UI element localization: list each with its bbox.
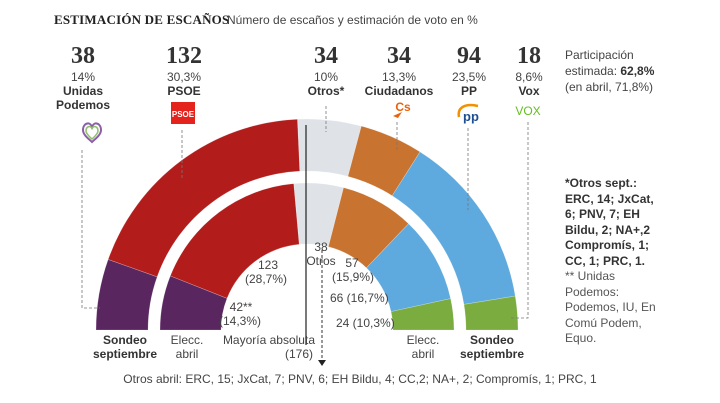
cs-logo-icon: Cs xyxy=(393,100,411,118)
inner-label-psoe: (28,7%) xyxy=(245,272,287,286)
party-seats: 18 xyxy=(517,43,541,69)
party-name: Unidas xyxy=(62,84,103,98)
party-pct: 14% xyxy=(70,70,96,84)
inner-label-up: (14,3%) xyxy=(219,314,261,328)
party-pct: 30,3% xyxy=(166,70,202,84)
chart-subtitle: Número de escaños y estimación de voto e… xyxy=(227,13,478,27)
party-header-ciudadanos: 34 13,3% Ciudadanos xyxy=(354,44,444,98)
party-seats: 34 xyxy=(387,43,411,69)
majority-label: (176) xyxy=(285,347,313,361)
arc-inner-unidas-podemos xyxy=(159,275,228,331)
note-line: Podemos: xyxy=(565,284,620,299)
inner-label-pp: 66 (16,7%) xyxy=(330,291,389,305)
majority-label: Mayoría absoluta xyxy=(223,333,315,347)
psoe-logo-text: PSOE xyxy=(172,110,195,119)
arc-outer-psoe xyxy=(107,118,301,278)
vox-logo-text: VOX xyxy=(515,104,540,118)
guide-line xyxy=(510,122,529,319)
arc-inner-pp xyxy=(366,223,451,312)
note-line: Bildu, 2; NA+,2 xyxy=(565,222,651,237)
arc-inner-psoe xyxy=(169,183,300,299)
arc-inner-vox xyxy=(390,298,455,331)
inner-label-cs: 57 xyxy=(345,256,359,270)
note-line: CC, 1; PRC, 1. xyxy=(565,253,646,268)
party-pct: 23,5% xyxy=(451,70,487,84)
party-seats: 34 xyxy=(314,43,338,69)
participation-estimated-value: 62,8% xyxy=(620,64,655,78)
sept-label: septiembre xyxy=(460,347,524,361)
inner-label-cs: (15,9%) xyxy=(332,270,374,284)
party-name: Vox xyxy=(518,84,540,98)
pp-logo-text: pp xyxy=(463,109,479,124)
guide-lines xyxy=(81,106,529,319)
party-seats: 38 xyxy=(71,43,95,69)
vox-logo-icon: VOX xyxy=(515,104,540,118)
party-header-psoe: 132 30,3% PSOE xyxy=(139,44,229,98)
participation-note: Participación estimada: 62,8% (en abril,… xyxy=(565,47,715,95)
party-name: Otros* xyxy=(307,84,345,98)
party-seats: 132 xyxy=(166,43,202,69)
inner-label-vox: 24 (10,3%) xyxy=(336,316,395,330)
april-label: Elecc. xyxy=(171,333,204,347)
arc-outer-ciudadanos xyxy=(347,125,421,197)
chart-title: ESTIMACIÓN DE ESCAÑOS xyxy=(54,12,230,27)
guide-line xyxy=(81,150,100,309)
note-line: ERC, 14; JxCat, xyxy=(565,191,654,206)
april-label: Elecc. xyxy=(407,333,440,347)
note-line: ** Unidas xyxy=(565,269,616,283)
pp-logo-icon: pp xyxy=(457,103,479,124)
arc-outer-unidas-podemos xyxy=(95,259,158,331)
april-label: abril xyxy=(176,347,199,361)
footer-otros-abril: Otros abril: ERC, 15; JxCat, 7; PNV, 6; … xyxy=(123,372,597,386)
sept-label: Sondeo xyxy=(470,333,514,347)
party-header-otros: 34 10% Otros* xyxy=(281,44,371,98)
note-line: Equo. xyxy=(565,331,597,345)
note-line: Podemos, IU, En xyxy=(565,300,656,314)
april-label: abril xyxy=(412,347,435,361)
arc-segments xyxy=(95,118,519,331)
note-line: *Otros sept.: xyxy=(565,176,638,190)
arc-outer-vox xyxy=(463,295,519,331)
party-pct: 13,3% xyxy=(381,70,417,84)
party-header-unidas-podemos: 38 14% Unidas Podemos xyxy=(38,44,128,112)
sept-label: Sondeo xyxy=(103,333,147,347)
party-name: PP xyxy=(460,84,477,98)
participation-april: (en abril, 71,8%) xyxy=(565,80,654,94)
podemos-heart-icon xyxy=(81,122,103,144)
party-pct: 10% xyxy=(313,70,339,84)
arc-outer-pp xyxy=(391,151,516,305)
party-pct: 8,6% xyxy=(515,70,543,84)
inner-label-otros: 38 xyxy=(314,240,328,254)
party-name: Ciudadanos xyxy=(364,84,434,98)
note-line: Comú Podem, xyxy=(565,315,642,330)
participation-estimated-label: estimada: xyxy=(565,64,618,78)
party-header-vox: 18 8,6% Vox xyxy=(484,44,574,98)
inner-label-otros: Otros xyxy=(306,254,335,268)
arc-inner-ciudadanos xyxy=(328,187,410,269)
note-line: 6; PNV, 7; EH xyxy=(565,207,640,221)
arrow-down-icon xyxy=(318,360,326,366)
psoe-logo-icon: PSOE xyxy=(171,102,195,124)
inner-label-psoe: 123 xyxy=(258,258,278,272)
party-name: PSOE xyxy=(167,84,201,98)
participation-label: Participación xyxy=(565,48,634,62)
note-line: Compromís, 1; xyxy=(565,238,650,252)
party-name: Podemos xyxy=(55,98,110,112)
sept-label: septiembre xyxy=(93,347,157,361)
participation-estimated: estimada: 62,8% xyxy=(565,63,715,79)
party-header-pp: 94 23,5% PP xyxy=(424,44,514,98)
cs-logo-text: Cs xyxy=(395,100,411,114)
party-seats: 94 xyxy=(457,43,481,69)
inner-label-up: 42** xyxy=(230,300,253,314)
arc-outer-otros xyxy=(297,118,362,177)
footnotes: *Otros sept.: ERC, 14; JxCat, 6; PNV, 7;… xyxy=(565,176,715,347)
